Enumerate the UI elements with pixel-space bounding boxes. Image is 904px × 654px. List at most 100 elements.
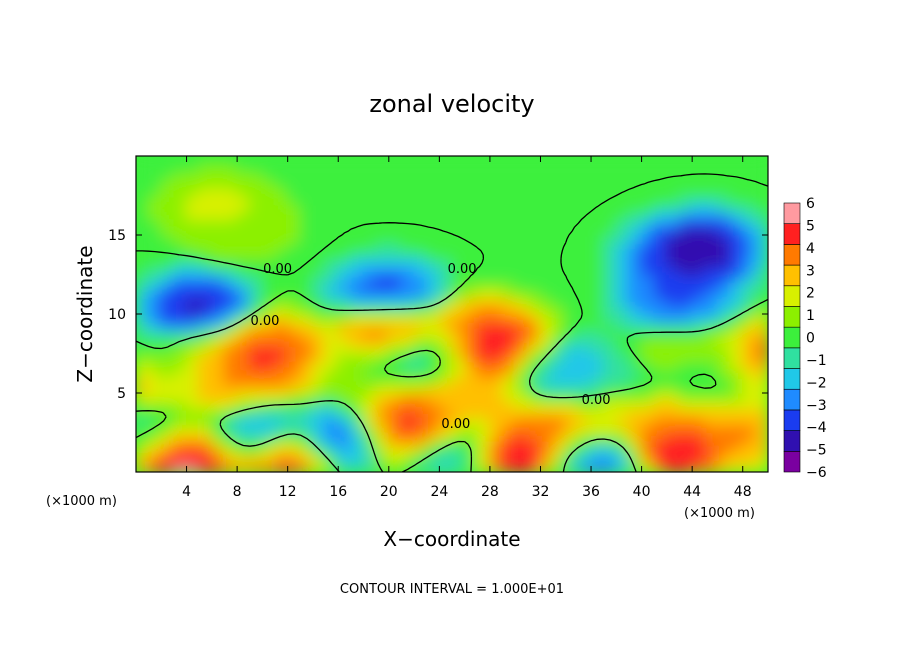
heatmap-cell: [172, 399, 188, 410]
heatmap-cell: [463, 162, 479, 173]
heatmap-cell: [311, 234, 327, 244]
heatmap-cell: [602, 407, 618, 418]
heatmap-cell: [602, 384, 618, 394]
heatmap-cell: [147, 392, 163, 402]
heatmap-cell: [526, 431, 542, 442]
heatmap-cell: [665, 273, 681, 284]
heatmap-cell: [590, 447, 605, 458]
heatmap-cell: [476, 210, 491, 221]
heatmap-cell: [198, 455, 213, 466]
heatmap-cell: [501, 376, 517, 387]
heatmap-cell: [627, 376, 643, 387]
heatmap-cell: [413, 368, 428, 379]
heatmap-cell: [729, 234, 744, 244]
heatmap-cell: [754, 352, 768, 363]
heatmap-cell: [286, 455, 302, 466]
heatmap-cell: [703, 447, 719, 458]
heatmap-cell: [223, 392, 239, 402]
heatmap-cell: [463, 257, 479, 268]
heatmap-cell: [640, 352, 656, 363]
heatmap-cell: [691, 265, 706, 276]
colorbar-swatch: [783, 306, 801, 328]
heatmap-cell: [729, 439, 744, 450]
heatmap-cell: [185, 313, 201, 323]
heatmap-cell: [311, 399, 327, 410]
heatmap-cell: [653, 423, 668, 434]
heatmap-cell: [387, 305, 403, 315]
heatmap-cell: [438, 186, 453, 197]
heatmap-cell: [754, 210, 768, 221]
heatmap-cell: [463, 360, 479, 371]
heatmap-cell: [741, 289, 757, 300]
heatmap-cell: [514, 313, 529, 323]
heatmap-cell: [729, 194, 744, 205]
heatmap-cell: [640, 463, 656, 472]
heatmap-cell: [311, 305, 327, 315]
heatmap-cell: [615, 273, 630, 284]
heatmap-cell: [362, 392, 378, 402]
heatmap-cell: [400, 289, 416, 300]
heatmap-cell: [476, 202, 491, 213]
heatmap-cell: [337, 447, 352, 458]
heatmap-cell: [451, 194, 466, 205]
heatmap-cell: [438, 218, 453, 229]
heatmap-cell: [577, 234, 593, 244]
heatmap-cell: [425, 178, 441, 189]
heatmap-cell: [514, 328, 529, 339]
heatmap-cell: [210, 376, 226, 387]
colorbar: [783, 202, 801, 473]
heatmap-cell: [425, 297, 441, 308]
heatmap-cell: [311, 170, 327, 181]
heatmap-cell: [741, 273, 757, 284]
heatmap-cell: [349, 202, 365, 213]
heatmap-cell: [577, 257, 593, 268]
heatmap-cell: [729, 156, 744, 165]
heatmap-cell: [577, 265, 593, 276]
heatmap-cell: [261, 162, 277, 173]
heatmap-cell: [754, 313, 768, 323]
heatmap-cell: [627, 336, 643, 347]
heatmap-cell: [653, 368, 668, 379]
heatmap-cell: [136, 320, 150, 331]
heatmap-cell: [248, 234, 264, 244]
heatmap-cell: [678, 289, 694, 300]
heatmap-cell: [451, 170, 466, 181]
heatmap-cell: [185, 320, 201, 331]
heatmap-cell: [261, 455, 277, 466]
heatmap-cell: [147, 407, 163, 418]
heatmap-cell: [665, 463, 681, 472]
heatmap-cell: [136, 273, 150, 284]
heatmap-cell: [438, 313, 453, 323]
heatmap-cell: [590, 226, 605, 236]
heatmap-cell: [501, 463, 517, 472]
heatmap-cell: [703, 463, 719, 472]
heatmap-cell: [577, 170, 593, 181]
heatmap-cell: [716, 360, 732, 371]
heatmap-cell: [311, 376, 327, 387]
heatmap-cell: [375, 344, 390, 355]
heatmap-cell: [136, 360, 150, 371]
heatmap-cell: [590, 463, 605, 472]
heatmap-field: [136, 156, 768, 472]
heatmap-cell: [160, 297, 175, 308]
heatmap-cell: [691, 463, 706, 472]
heatmap-cell: [274, 415, 289, 426]
heatmap-cell: [299, 376, 314, 387]
heatmap-cell: [463, 241, 479, 252]
heatmap-cell: [564, 344, 580, 355]
heatmap-cell: [387, 407, 403, 418]
heatmap-cell: [236, 257, 251, 268]
heatmap-cell: [185, 265, 201, 276]
heatmap-cell: [640, 384, 656, 394]
heatmap-cell: [425, 344, 441, 355]
heatmap-cell: [615, 202, 630, 213]
heatmap-cell: [324, 241, 340, 252]
heatmap-cell: [172, 210, 188, 221]
heatmap-cell: [261, 447, 277, 458]
heatmap-cell: [653, 178, 668, 189]
heatmap-cell: [488, 234, 504, 244]
heatmap-cell: [274, 392, 289, 402]
heatmap-cell: [754, 423, 768, 434]
heatmap-cell: [741, 336, 757, 347]
heatmap-cell: [691, 415, 706, 426]
